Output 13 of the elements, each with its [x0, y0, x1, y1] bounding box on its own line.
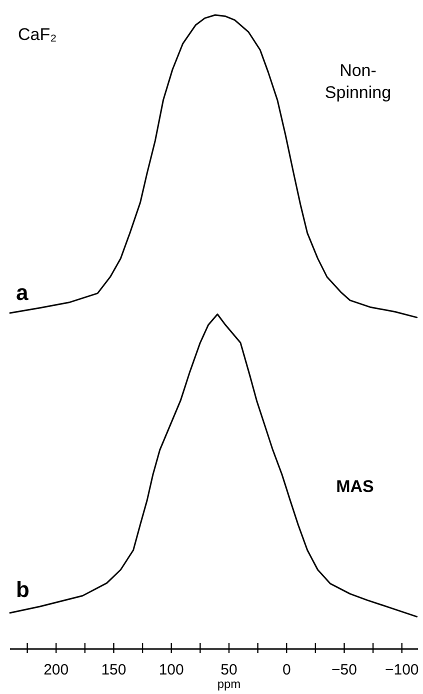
annotation: Non- Spinning — [324, 61, 392, 102]
x-tick-label: −100 — [384, 662, 419, 679]
annotation: b — [16, 577, 30, 602]
x-tick-label: 0 — [282, 662, 291, 679]
x-tick-label: −50 — [332, 662, 357, 679]
annotation: MAS — [336, 477, 374, 496]
x-tick-label: 150 — [101, 662, 126, 679]
annotation: a — [16, 280, 29, 305]
x-axis-title: ppm — [217, 677, 241, 691]
x-tick-label: 200 — [44, 662, 69, 679]
x-tick-label: 50 — [220, 662, 238, 679]
annotation: CaF₂ — [18, 25, 57, 44]
x-tick-label: 100 — [158, 662, 184, 679]
